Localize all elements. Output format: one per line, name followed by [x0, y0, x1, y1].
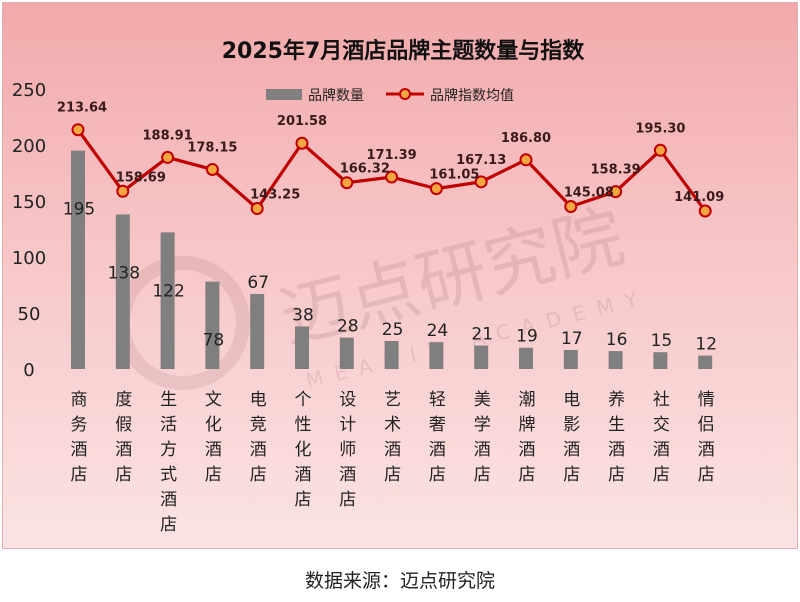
x-tick-label: 设计师酒店	[339, 390, 356, 510]
line-value-label: 167.13	[456, 153, 506, 168]
bar	[384, 341, 399, 369]
x-tick-label: 美学酒店	[474, 390, 491, 485]
bar-value-label: 17	[561, 329, 583, 349]
line-point	[519, 153, 533, 167]
line-point	[429, 182, 443, 196]
bar	[563, 349, 578, 369]
line-point	[564, 200, 578, 214]
x-tick-label: 养生酒店	[608, 390, 625, 485]
line-value-label: 158.39	[591, 163, 641, 178]
x-tick-label: 文化酒店	[205, 390, 222, 485]
bar	[339, 337, 354, 369]
line-value-label: 166.32	[340, 162, 390, 177]
line-point	[116, 184, 130, 198]
x-tick-label: 电竞酒店	[250, 390, 267, 485]
line-point	[71, 123, 85, 137]
combo-chart: 2025年7月酒店品牌主题数量与指数 迈点研究院 MEADIN ACADEMY …	[12, 38, 724, 535]
line-point	[609, 185, 623, 199]
y-tick-label: 0	[23, 360, 34, 381]
bar	[698, 355, 713, 369]
bar-value-label: 24	[427, 321, 449, 341]
bar	[519, 347, 533, 369]
bar-value-label: 78	[203, 331, 225, 351]
bar-value-label: 122	[152, 281, 184, 301]
y-tick-label: 250	[12, 80, 46, 101]
line-point	[295, 136, 309, 150]
line-point	[161, 150, 175, 164]
line-value-label: 188.91	[143, 128, 193, 143]
bar	[71, 150, 85, 369]
legend-marker-line	[399, 88, 411, 100]
bar	[653, 352, 668, 369]
y-axis: 0 50 100 150 200 250	[12, 80, 46, 381]
line-point	[205, 162, 219, 176]
x-tick-label: 社交酒店	[653, 390, 670, 485]
line-point	[250, 202, 264, 216]
bar-value-label: 16	[606, 330, 628, 350]
bar	[429, 342, 444, 369]
bar-value-label: 25	[382, 320, 404, 340]
x-tick-label: 个性化酒店	[295, 390, 312, 510]
line-point	[385, 170, 399, 184]
y-tick-label: 150	[12, 192, 46, 213]
bar	[205, 281, 220, 369]
line-point	[340, 176, 354, 190]
y-tick-label: 100	[12, 248, 46, 269]
legend: 品牌数量 品牌指数均值	[266, 87, 514, 104]
x-tick-label: 情侣酒店	[698, 390, 715, 485]
x-axis: 商务酒店 度假酒店 生活方式酒店 文化酒店 电竞酒店 个性化酒店 设计师酒店 艺术酒店 轻奢酒店…	[71, 390, 715, 535]
line-value-label: 161.05	[429, 168, 479, 183]
x-tick-label: 电影酒店	[563, 390, 580, 485]
line-point	[474, 175, 488, 189]
bar	[115, 214, 130, 369]
bar-value-label: 38	[292, 305, 314, 325]
x-tick-label: 生活方式酒店	[160, 390, 177, 535]
bar-value-label: 28	[337, 317, 359, 337]
line-value-label: 178.15	[187, 140, 237, 155]
x-tick-label: 轻奢酒店	[429, 390, 446, 485]
x-tick-label: 艺术酒店	[384, 390, 401, 485]
bar-value-label: 138	[108, 263, 140, 283]
line-point	[653, 143, 667, 157]
x-tick-label: 度假酒店	[115, 390, 132, 485]
line-value-label: 145.08	[564, 186, 614, 201]
bar	[608, 351, 623, 369]
y-tick-label: 200	[12, 136, 46, 157]
bar	[160, 232, 175, 369]
y-tick-label: 50	[18, 304, 41, 325]
source-note: 数据来源：迈点研究院	[304, 570, 495, 592]
line-value-label: 143.25	[250, 188, 300, 203]
bar	[295, 326, 309, 369]
bar-value-label: 19	[516, 327, 538, 347]
bar-value-label: 195	[63, 200, 95, 220]
bar	[474, 345, 489, 369]
line-value-label: 141.09	[674, 190, 724, 205]
line-value-label: 186.80	[501, 131, 551, 146]
bar-value-label: 67	[247, 273, 269, 293]
bar-value-label: 21	[471, 324, 493, 344]
line-value-label: 171.39	[367, 148, 417, 163]
bar-series: 195 138 122 78 67 38 28 25 24 21 19 17 16 15 12	[63, 150, 717, 369]
bar-value-label: 12	[695, 335, 717, 355]
x-tick-label: 商务酒店	[71, 390, 88, 485]
legend-swatch-bar	[266, 89, 302, 100]
legend-label-bar: 品牌数量	[308, 87, 364, 104]
x-tick-label: 潮牌酒店	[519, 390, 536, 485]
line-value-label: 213.64	[57, 101, 107, 116]
chart-title: 2025年7月酒店品牌主题数量与指数	[222, 38, 586, 64]
bar-value-label: 15	[651, 331, 673, 351]
chart-panel: 2025年7月酒店品牌主题数量与指数 迈点研究院 MEADIN ACADEMY …	[2, 2, 798, 549]
bar	[250, 293, 265, 369]
line-value-label: 201.58	[277, 114, 327, 129]
line-value-label: 158.69	[116, 170, 166, 185]
line-point	[698, 204, 712, 218]
line-value-label: 195.30	[635, 121, 685, 136]
legend-label-line: 品牌指数均值	[430, 87, 514, 104]
